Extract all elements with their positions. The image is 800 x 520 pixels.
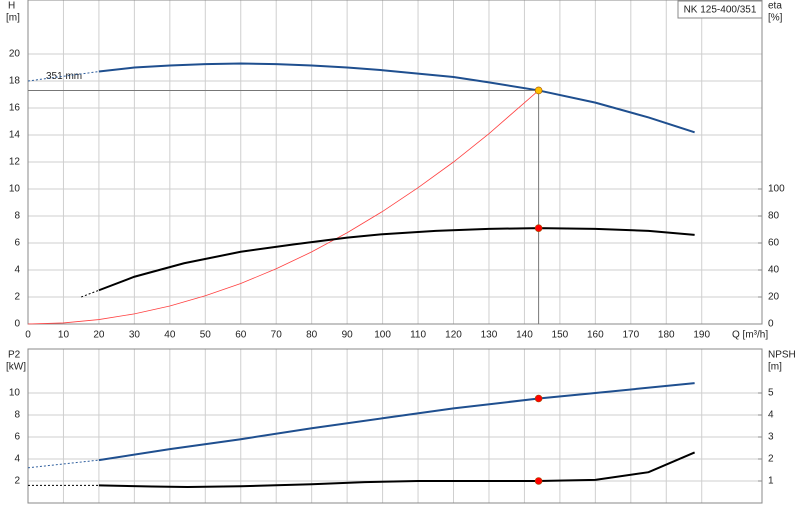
operating-point [534, 224, 543, 232]
x-tick-label: 170 [622, 330, 639, 341]
y2-tick-label: 2 [768, 454, 774, 465]
series-line [98, 227, 695, 292]
y2-axis-label: NPSH [768, 350, 796, 361]
y-axis-label: [kW] [6, 362, 26, 373]
y-tick-label: 14 [9, 130, 21, 141]
y2-tick-label: 1 [768, 476, 774, 487]
y2-tick-label: 40 [768, 265, 780, 276]
x-tick-label: 110 [410, 330, 426, 341]
x-tick-label: 90 [342, 330, 354, 341]
x-tick-label: 40 [164, 330, 176, 341]
x-tick-label: 50 [200, 330, 212, 341]
x-tick-label: 60 [235, 330, 247, 341]
x-tick-label: 10 [58, 330, 70, 341]
operating-point [534, 477, 543, 485]
x-tick-label: 130 [481, 330, 498, 341]
y2-tick-label: 5 [768, 388, 774, 399]
x-tick-label: 80 [306, 330, 318, 341]
y-axis-label: H [8, 1, 15, 12]
series-line [98, 382, 695, 462]
plot-frame [27, 348, 763, 504]
y2-tick-label: 4 [768, 410, 774, 421]
y-tick-label: 12 [9, 157, 21, 168]
y-axis-label: P2 [8, 350, 21, 361]
y-tick-label: 2 [14, 292, 20, 303]
x-tick-label: 20 [93, 330, 105, 341]
y2-tick-label: 60 [768, 238, 780, 249]
operating-point [534, 86, 543, 95]
y-tick-label: 20 [9, 49, 21, 60]
y-tick-label: 0 [14, 319, 20, 330]
y2-tick-label: 100 [768, 184, 785, 195]
x-tick-label: 100 [374, 330, 391, 341]
x-tick-label: 160 [587, 330, 604, 341]
y2-axis-label: [m] [768, 362, 782, 373]
x-tick-label: 150 [552, 330, 569, 341]
chart-title: NK 125-400/351 [684, 5, 757, 16]
title-box [677, 0, 763, 19]
x-axis-label: Q [m³/h] [732, 330, 768, 341]
x-tick-label: 30 [129, 330, 141, 341]
y-tick-label: 8 [14, 410, 20, 421]
series-line [27, 90, 539, 325]
x-tick-label: 190 [693, 330, 710, 341]
series-line [98, 451, 696, 488]
series-line [98, 62, 695, 134]
y2-axis-label: eta [768, 1, 782, 12]
y2-axis-label: [%] [768, 13, 783, 24]
y-tick-label: 4 [14, 454, 20, 465]
y2-tick-label: 80 [768, 211, 780, 222]
x-tick-label: 70 [271, 330, 283, 341]
y-tick-label: 8 [14, 211, 20, 222]
y-tick-label: 10 [9, 184, 21, 195]
y-tick-label: 6 [14, 432, 20, 443]
x-tick-label: 140 [516, 330, 533, 341]
series-line [81, 289, 100, 298]
y-tick-label: 10 [9, 388, 21, 399]
y2-tick-label: 20 [768, 292, 780, 303]
y-axis-label: [m] [6, 13, 20, 24]
x-tick-label: 180 [658, 330, 675, 341]
y-tick-label: 4 [14, 265, 20, 276]
y-tick-label: 18 [9, 76, 21, 87]
y2-tick-label: 0 [768, 319, 774, 330]
x-tick-label: 0 [25, 330, 31, 341]
y-tick-label: 16 [9, 103, 21, 114]
y-tick-label: 2 [14, 476, 20, 487]
y-tick-label: 6 [14, 238, 20, 249]
operating-point [534, 394, 543, 403]
plot-frame [27, 0, 763, 325]
x-tick-label: 120 [445, 330, 462, 341]
y2-tick-label: 3 [768, 432, 774, 443]
